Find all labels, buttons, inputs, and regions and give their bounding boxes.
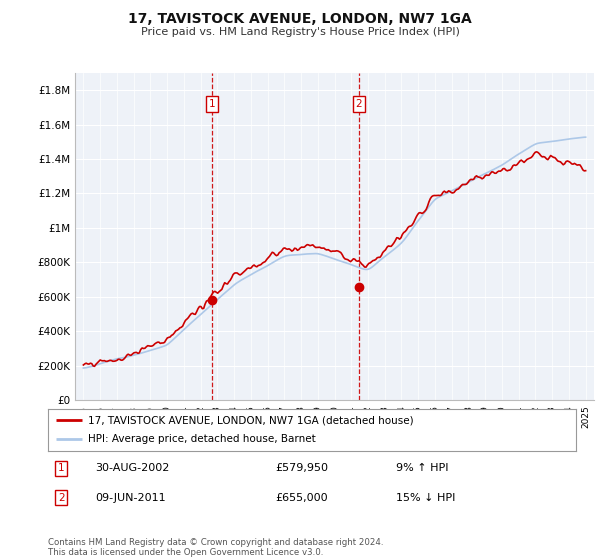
Text: 1: 1 xyxy=(208,99,215,109)
Text: 2: 2 xyxy=(58,493,65,503)
Text: Contains HM Land Registry data © Crown copyright and database right 2024.
This d: Contains HM Land Registry data © Crown c… xyxy=(48,538,383,557)
Text: £579,950: £579,950 xyxy=(275,463,328,473)
Text: £655,000: £655,000 xyxy=(275,493,328,503)
Text: 2: 2 xyxy=(355,99,362,109)
Text: 30-AUG-2002: 30-AUG-2002 xyxy=(95,463,170,473)
Text: 9% ↑ HPI: 9% ↑ HPI xyxy=(397,463,449,473)
Text: 17, TAVISTOCK AVENUE, LONDON, NW7 1GA (detached house): 17, TAVISTOCK AVENUE, LONDON, NW7 1GA (d… xyxy=(88,415,413,425)
Text: Price paid vs. HM Land Registry's House Price Index (HPI): Price paid vs. HM Land Registry's House … xyxy=(140,27,460,37)
Text: HPI: Average price, detached house, Barnet: HPI: Average price, detached house, Barn… xyxy=(88,435,316,445)
Text: 1: 1 xyxy=(58,463,65,473)
Text: 17, TAVISTOCK AVENUE, LONDON, NW7 1GA: 17, TAVISTOCK AVENUE, LONDON, NW7 1GA xyxy=(128,12,472,26)
Text: 15% ↓ HPI: 15% ↓ HPI xyxy=(397,493,456,503)
Text: 09-JUN-2011: 09-JUN-2011 xyxy=(95,493,166,503)
